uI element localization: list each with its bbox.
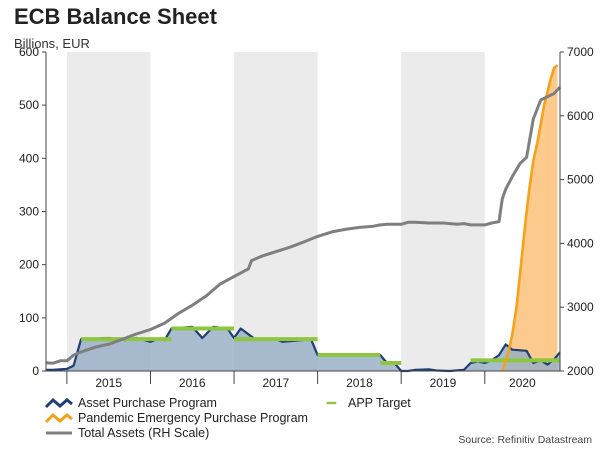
- app-area: [46, 326, 560, 371]
- x-tick-label-2019: 2019: [430, 376, 457, 390]
- legend-swatch-app: [44, 397, 73, 408]
- y-right-tick-label-2000: 2000: [567, 364, 594, 378]
- year-band-2019: [401, 52, 485, 371]
- legend-right: APP Target: [326, 395, 411, 410]
- legend-left: Asset Purchase Program Pandemic Emergenc…: [44, 395, 308, 440]
- y-left-tick-label-0: 0: [32, 364, 39, 378]
- legend-item-total: Total Assets (RH Scale): [44, 425, 308, 440]
- legend-label-total: Total Assets (RH Scale): [78, 425, 210, 440]
- x-tick-label-2016: 2016: [179, 376, 206, 390]
- y-left-tick-label-100: 100: [19, 311, 39, 325]
- area-fills: [46, 65, 560, 372]
- y-left-tick-label-400: 400: [19, 151, 39, 165]
- legend-swatch-target: [326, 401, 337, 404]
- legend-item-pepp: Pandemic Emergency Purchase Program: [44, 410, 308, 425]
- legend-label-pepp: Pandemic Emergency Purchase Program: [78, 410, 308, 425]
- legend-label-app: Asset Purchase Program: [78, 395, 217, 410]
- legend-item-app: Asset Purchase Program: [44, 395, 308, 410]
- y-right-tick-label-7000: 7000: [567, 45, 594, 59]
- year-band-2015: [66, 52, 151, 371]
- y-right-tick-label-6000: 6000: [567, 109, 594, 123]
- total-assets-line: [45, 86, 562, 365]
- y-left-tick-label-200: 200: [19, 258, 39, 272]
- year-shading: [66, 52, 485, 371]
- axes: 0 100 200 300 400 500 600 2000 3000 4000 5000 6000 7…: [19, 45, 594, 390]
- pepp-area: [502, 65, 558, 372]
- y-right-tick-label-3000: 3000: [567, 300, 594, 314]
- x-tick-label-2020: 2020: [509, 376, 536, 390]
- y-left-tick-label-300: 300: [19, 205, 39, 219]
- y-right-tick-label-4000: 4000: [567, 236, 594, 250]
- x-tick-label-2017: 2017: [262, 376, 289, 390]
- chart-subtitle: Billions, EUR: [14, 36, 90, 51]
- x-tick-label-2015: 2015: [95, 376, 122, 390]
- legend-item-target: APP Target: [326, 395, 411, 410]
- legend-swatch-total: [46, 431, 72, 434]
- year-band-2017: [234, 52, 318, 371]
- chart-title: ECB Balance Sheet: [14, 4, 217, 29]
- y-right-tick-label-5000: 5000: [567, 173, 594, 187]
- source-note: Source: Refinitiv Datastream: [458, 434, 592, 446]
- legend-swatch-pepp: [44, 412, 73, 423]
- x-tick-label-2018: 2018: [346, 376, 373, 390]
- series-lines: [45, 64, 562, 373]
- legend-label-target: APP Target: [348, 395, 411, 410]
- y-left-tick-label-500: 500: [19, 98, 39, 112]
- y-left-tick-label-600: 600: [19, 45, 39, 59]
- pepp-line: [501, 64, 559, 372]
